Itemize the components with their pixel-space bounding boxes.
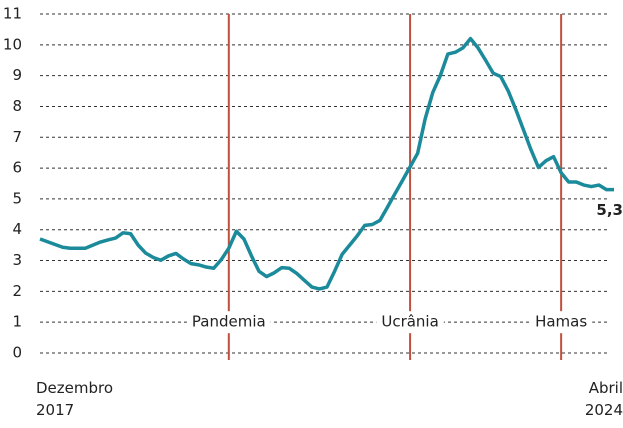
y-tick-label: 8 [12,97,22,115]
y-tick-label: 0 [12,344,22,362]
y-tick-label: 1 [12,313,22,331]
line [39,36,614,291]
y-tick-label: 10 [3,35,22,53]
event-label: Ucrânia [381,313,438,331]
y-tick-label: 7 [12,128,22,146]
x-label-start: Dezembro 2017 [36,379,114,419]
event-label-bg [376,311,444,334]
event-label-bg [530,311,593,334]
y-tick-label: 2 [12,282,22,300]
y-tick-label: 3 [12,251,22,269]
event-label-bg [186,311,271,334]
y-tick-label: 4 [12,220,22,238]
event-label: Pandemia [192,313,266,331]
event-label: Hamas [535,313,587,331]
y-tick-label: 5 [12,189,22,207]
y-tick-label: 9 [12,66,22,84]
y-tick-label: 6 [12,159,22,177]
x-label-end: Abril 2024 [584,379,623,419]
value-label: 5,3 [596,201,623,219]
y-tick-label: 11 [3,5,22,23]
